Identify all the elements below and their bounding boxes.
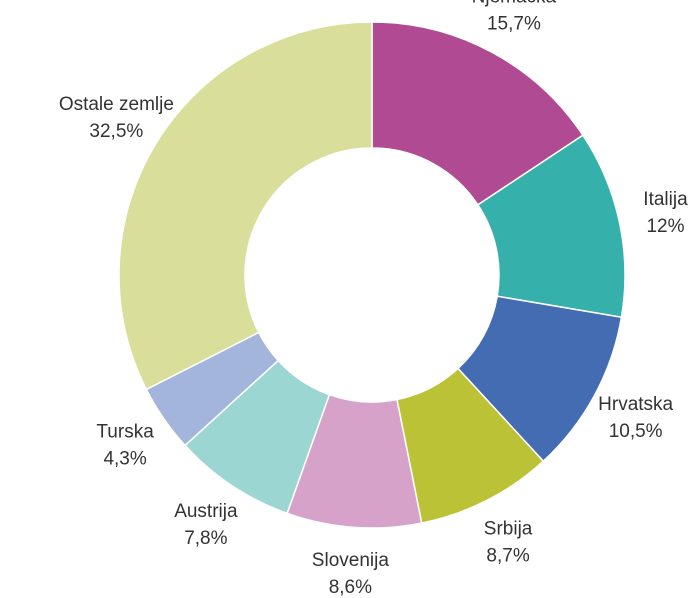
- donut-slice: [371, 21, 584, 206]
- donut-slice: [118, 21, 373, 391]
- slice-label: Italija: [643, 189, 688, 210]
- slice-value-label: 12%: [646, 216, 684, 237]
- slice-value-label: 10,5%: [609, 421, 663, 442]
- slice-label: Turska: [96, 421, 154, 442]
- slice-value-label: 32,5%: [89, 121, 143, 142]
- slice-label: Slovenija: [312, 550, 390, 571]
- slice-value-label: 8,7%: [486, 545, 529, 566]
- slice-label: Njemačka: [472, 0, 557, 8]
- slice-value-label: 7,8%: [184, 528, 227, 549]
- slice-value-label: 4,3%: [103, 448, 146, 469]
- slice-label: Austrija: [174, 501, 238, 522]
- slice-value-label: 8,6%: [329, 577, 372, 598]
- slice-label: Hrvatska: [598, 394, 673, 415]
- slice-value-label: 15,7%: [487, 14, 541, 35]
- slice-label: Srbija: [484, 518, 533, 539]
- slice-label: Ostale zemlje: [59, 94, 174, 115]
